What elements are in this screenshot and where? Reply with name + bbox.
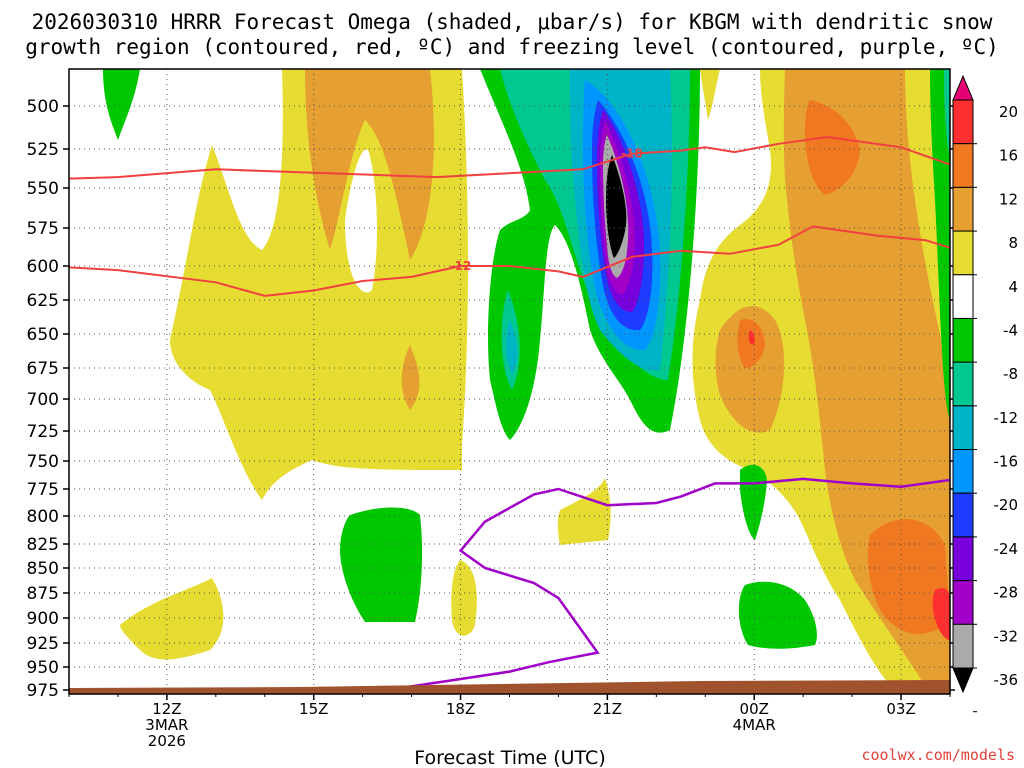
omega-region-descent-upper-orange [305,69,434,260]
y-tick-label: 550 [27,179,59,199]
omega-region-neutral-hole [345,149,377,293]
y-tick-label: 725 [27,422,59,442]
dendritic-isotherm-line [69,225,950,297]
colorbar-swatch [952,317,974,363]
colorbar-cap-top [952,74,974,101]
colorbar-label: -36 [994,671,1019,689]
omega-region-ascent-blob-2 [738,464,817,649]
x-tick-label: 21Z [593,700,622,718]
freezing-level-line [386,477,950,692]
y-tick-label: 600 [27,257,59,277]
y-tick-label: 875 [27,584,59,604]
isotherm-label: -12 [450,259,472,273]
colorbar-label: -24 [994,540,1019,558]
colorbar-swatch [952,99,974,145]
colorbar-label: -32 [994,627,1019,645]
colorbar-legend: 20 16 12 8 4 -4 -8 -12 -16 -20 -24 -28 -32 -36 [952,74,1019,713]
contour-layer: -18 -12 [69,135,950,692]
y-tick-label: 900 [27,609,59,629]
colorbar-swatch [952,492,974,538]
y-tick-label: 925 [27,634,59,654]
colorbar-swatch [952,623,974,669]
plot-area: -18 -12 [69,69,950,694]
colorbar-label: 8 [1008,234,1018,252]
y-tick-label: 775 [27,480,59,500]
y-tick-label: 525 [27,140,59,160]
x-tick-label: 00Z [740,700,769,718]
chart-title-line1: 2026030310 HRRR Forecast Omega (shaded, … [32,10,993,34]
y-tick-label: 700 [27,390,59,410]
x-tick-label: 15Z [299,700,328,718]
omega-region-ascent-blob-1 [340,507,423,622]
colorbar-swatch [952,449,974,494]
y-tick-label: 675 [27,359,59,379]
colorbar-swatch [952,230,974,276]
x-tick-label: 18Z [446,700,475,718]
terrain-ground [69,680,950,694]
colorbar-label: -8 [1003,365,1018,383]
x-date-label: 4MAR [733,716,776,734]
chart-title-line2: growth region (contoured, red, ºC) and f… [25,35,999,59]
colorbar-swatch [952,536,974,582]
omega-region-right-teal-edge [944,69,950,160]
y-tick-label: 825 [27,535,59,555]
y-tick-label: 575 [27,219,59,239]
omega-region-descent-blob-mid [557,478,611,545]
omega-region-descent-orange-small [401,345,420,410]
colorbar-swatch [952,580,974,625]
y-axis: 500 525 550 575 600 625 650 675 700 725 750 775 800 8… [27,97,955,701]
x-tick-label: 03Z [886,700,915,718]
colorbar-swatch [952,405,974,451]
x-axis-label: Forecast Time (UTC) [414,747,605,768]
colorbar-label: -4 [1003,321,1018,339]
x-date-label: 3MAR [145,716,188,734]
colorbar-swatch [952,361,974,407]
colorbar-label: 12 [999,190,1018,208]
colorbar-swatch [952,274,974,319]
omega-region-ascent-green-top [103,69,140,140]
y-tick-label: 500 [27,97,59,117]
colorbar-label: 16 [999,147,1018,165]
y-tick-label: 950 [27,658,59,678]
y-tick-label: 800 [27,507,59,527]
site-credit: coolwx.com/models [861,746,1015,764]
colorbar-cap-bottom [952,667,974,694]
y-tick-label: 750 [27,452,59,472]
omega-region-descent-right-orange2 [737,100,950,634]
y-tick-label: 975 [27,681,59,701]
y-tick-label: 625 [27,291,59,311]
x-tick-label: 12Z [152,700,181,718]
omega-region-ascent-max [606,155,627,258]
colorbar-swatch [952,186,974,232]
colorbar-label: -20 [994,496,1019,514]
dendritic-isotherm-line [69,135,950,180]
colorbar-label: 20 [999,103,1018,121]
omega-region-descent-bottomleft [120,578,224,660]
colorbar-label: -12 [994,409,1019,427]
omega-region-descent-blob-small [451,560,477,636]
x-year-label: 2026 [148,732,186,750]
colorbar-label: -16 [994,453,1019,471]
y-tick-label: 650 [27,325,59,345]
isotherm-label: -18 [621,147,643,161]
colorbar-label: 4 [1008,278,1018,296]
y-tick-label: 850 [27,559,59,579]
colorbar-label: -28 [994,584,1019,602]
colorbar-swatch [952,143,974,188]
